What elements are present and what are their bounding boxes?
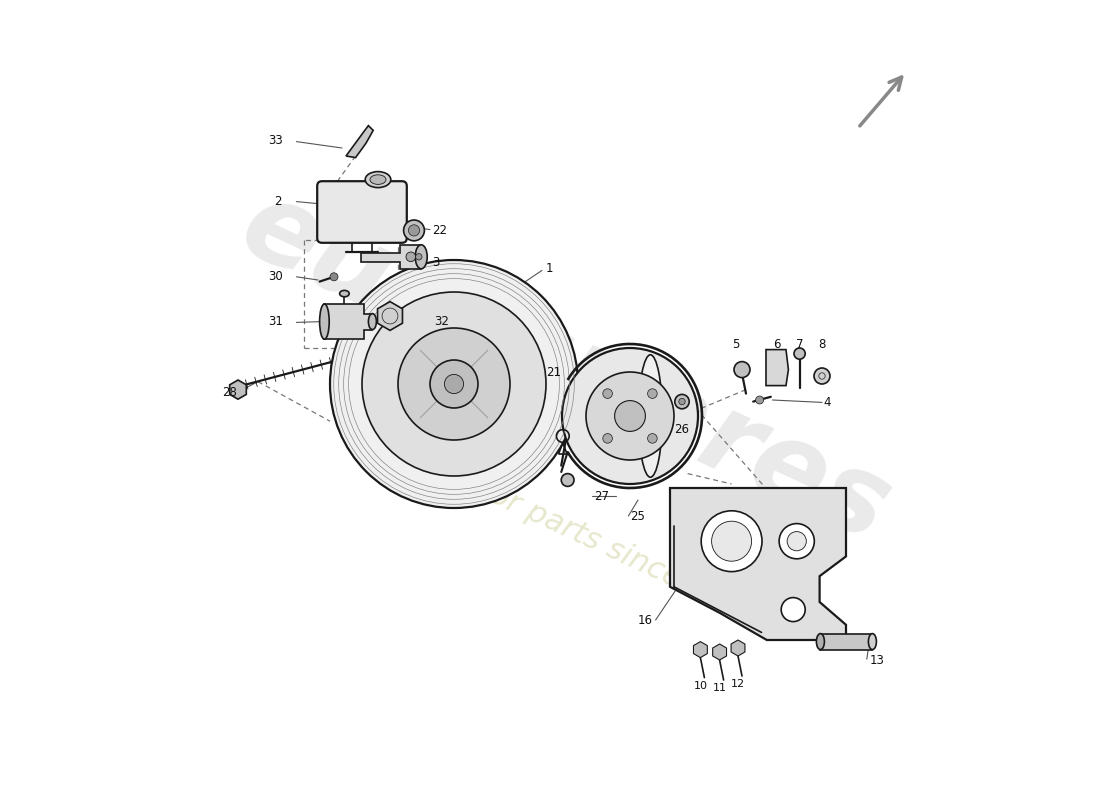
Circle shape bbox=[562, 348, 698, 484]
Ellipse shape bbox=[340, 290, 349, 297]
Ellipse shape bbox=[638, 354, 662, 477]
Circle shape bbox=[444, 374, 463, 394]
Text: 30: 30 bbox=[268, 270, 283, 282]
Circle shape bbox=[561, 474, 574, 486]
Circle shape bbox=[679, 398, 685, 405]
Polygon shape bbox=[230, 380, 246, 399]
Text: 32: 32 bbox=[434, 315, 449, 328]
Text: 5: 5 bbox=[732, 338, 739, 350]
Text: 16: 16 bbox=[637, 614, 652, 626]
Text: 7: 7 bbox=[796, 338, 803, 350]
Polygon shape bbox=[766, 350, 789, 386]
Circle shape bbox=[430, 360, 478, 408]
Text: eurospares: eurospares bbox=[226, 171, 908, 565]
Polygon shape bbox=[346, 126, 373, 158]
Circle shape bbox=[586, 372, 674, 460]
Text: 31: 31 bbox=[268, 315, 284, 328]
Circle shape bbox=[712, 522, 751, 562]
Text: 1: 1 bbox=[546, 262, 553, 274]
Polygon shape bbox=[693, 642, 707, 658]
Ellipse shape bbox=[868, 634, 877, 650]
Text: 13: 13 bbox=[870, 654, 884, 667]
Circle shape bbox=[406, 252, 416, 262]
Circle shape bbox=[362, 292, 546, 476]
Circle shape bbox=[603, 434, 613, 443]
Text: a passion for parts since 1985: a passion for parts since 1985 bbox=[336, 410, 764, 630]
Text: 3: 3 bbox=[432, 256, 440, 269]
Circle shape bbox=[615, 401, 646, 431]
Text: 22: 22 bbox=[432, 224, 448, 237]
FancyBboxPatch shape bbox=[317, 182, 407, 242]
Circle shape bbox=[756, 396, 763, 404]
Polygon shape bbox=[361, 245, 421, 269]
Ellipse shape bbox=[368, 314, 376, 330]
Text: 33: 33 bbox=[268, 134, 283, 146]
Circle shape bbox=[404, 220, 425, 241]
Polygon shape bbox=[821, 634, 872, 650]
Circle shape bbox=[674, 394, 690, 409]
Circle shape bbox=[781, 598, 805, 622]
Circle shape bbox=[701, 511, 762, 571]
Circle shape bbox=[648, 434, 657, 443]
Ellipse shape bbox=[816, 634, 824, 650]
Text: 2: 2 bbox=[274, 195, 282, 208]
Text: 11: 11 bbox=[713, 683, 727, 693]
Text: 4: 4 bbox=[824, 396, 832, 409]
Polygon shape bbox=[670, 488, 846, 640]
Ellipse shape bbox=[415, 245, 427, 269]
Circle shape bbox=[779, 523, 814, 558]
Circle shape bbox=[814, 368, 830, 384]
Circle shape bbox=[788, 531, 806, 550]
Text: 25: 25 bbox=[630, 510, 645, 522]
Text: 27: 27 bbox=[594, 490, 609, 502]
Polygon shape bbox=[377, 302, 403, 330]
Polygon shape bbox=[713, 644, 726, 660]
Circle shape bbox=[794, 348, 805, 359]
Text: 28: 28 bbox=[222, 386, 236, 398]
Circle shape bbox=[648, 389, 657, 398]
Circle shape bbox=[330, 273, 338, 281]
Circle shape bbox=[398, 328, 510, 440]
Ellipse shape bbox=[320, 304, 329, 339]
Text: 26: 26 bbox=[674, 423, 689, 436]
Circle shape bbox=[734, 362, 750, 378]
Circle shape bbox=[330, 260, 578, 508]
Text: 6: 6 bbox=[773, 338, 781, 350]
Text: 8: 8 bbox=[818, 338, 826, 350]
Polygon shape bbox=[732, 640, 745, 656]
Text: 10: 10 bbox=[693, 681, 707, 690]
Circle shape bbox=[603, 389, 613, 398]
Text: 21: 21 bbox=[546, 366, 561, 378]
Text: 12: 12 bbox=[730, 679, 745, 689]
Ellipse shape bbox=[370, 175, 386, 184]
Ellipse shape bbox=[365, 171, 390, 188]
Circle shape bbox=[408, 225, 419, 236]
Circle shape bbox=[416, 254, 422, 260]
Polygon shape bbox=[324, 304, 373, 339]
